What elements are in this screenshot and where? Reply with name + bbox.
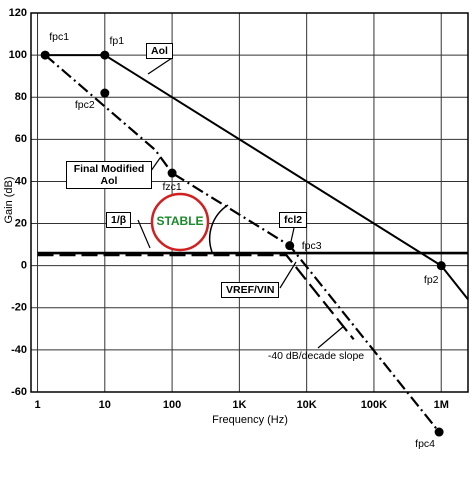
series-label: Final Modified Aol	[66, 161, 152, 189]
point-marker	[434, 427, 444, 437]
series-label: Aol	[146, 43, 173, 59]
point-label: fpc1	[49, 31, 70, 44]
annotation: -40 dB/decade slope	[267, 350, 365, 362]
leader-line	[137, 219, 151, 249]
y-tick-label: 80	[15, 91, 27, 103]
x-tick-label: 1M	[434, 399, 449, 411]
point-label: fpc4	[415, 438, 436, 450]
x-tick-label: 100	[163, 399, 181, 411]
point-label: fp2	[423, 273, 439, 286]
point-label: fp1	[109, 35, 125, 48]
leader-line	[289, 227, 295, 247]
x-tick-label: 10K	[297, 399, 317, 411]
x-axis-title: Frequency (Hz)	[212, 414, 288, 426]
series-line	[45, 54, 469, 300]
x-tick-label: 1	[34, 399, 40, 411]
phase-arc	[208, 204, 229, 253]
leader-line	[317, 325, 345, 349]
point-label: fpc2	[74, 99, 95, 111]
x-tick-label: 1K	[232, 399, 246, 411]
y-tick-label: 100	[9, 49, 27, 61]
annotation: fcl2	[279, 212, 308, 228]
point-marker	[100, 50, 110, 60]
series-label: 1/β	[106, 212, 132, 228]
series-line	[37, 254, 355, 341]
leader-line	[147, 57, 173, 75]
x-tick-label: 100K	[361, 399, 387, 411]
y-tick-label: -40	[11, 344, 27, 356]
y-tick-label: 0	[21, 260, 27, 272]
annotation: STABLE	[156, 214, 204, 228]
stable-circle	[150, 192, 210, 252]
x-tick-label: 10	[99, 399, 111, 411]
point-marker	[100, 88, 110, 98]
point-marker	[436, 261, 446, 271]
y-tick-label: 60	[15, 133, 27, 145]
y-tick-label: -20	[11, 302, 27, 314]
y-axis-title: Gain (dB)	[3, 176, 15, 223]
y-tick-label: 40	[15, 175, 27, 187]
series-line	[44, 54, 440, 433]
y-tick-label: 20	[15, 217, 27, 229]
series-label: VREF/VIN	[221, 282, 280, 298]
leader-line	[279, 261, 297, 289]
point-label: fpc3	[301, 239, 322, 252]
point-marker	[167, 168, 177, 178]
point-marker	[40, 50, 50, 60]
y-tick-label: -60	[11, 386, 27, 398]
point-label: fzc1	[162, 181, 182, 194]
y-tick-label: 120	[9, 7, 27, 19]
plot-frame	[30, 12, 469, 393]
